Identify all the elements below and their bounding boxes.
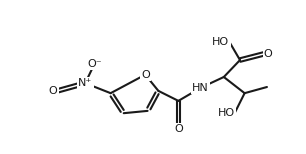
Text: O⁻: O⁻ [87, 59, 102, 69]
Text: O: O [49, 86, 58, 96]
Text: O: O [264, 49, 273, 59]
Text: N⁺: N⁺ [78, 78, 92, 88]
Text: HO: HO [212, 37, 229, 47]
Text: O: O [174, 124, 183, 134]
Text: HO: HO [218, 108, 235, 118]
Text: HN: HN [192, 83, 209, 93]
Text: O: O [141, 70, 150, 80]
